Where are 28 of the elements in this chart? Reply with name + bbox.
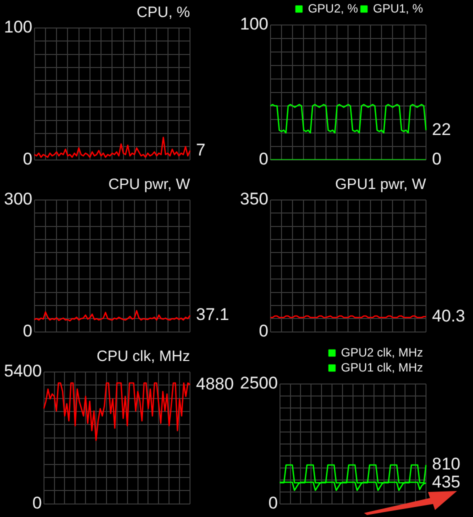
y-tick-label: 0 [32, 493, 42, 512]
data-label: 22 [432, 120, 451, 139]
y-tick-label: 350 [240, 190, 268, 209]
data-label: 7 [196, 140, 206, 160]
legend-label: GPU2, % [308, 1, 358, 16]
y-tick-label: 0 [22, 321, 32, 340]
data-label: 40.3 [432, 306, 466, 326]
y-tick-label: 0 [258, 321, 268, 340]
data-label: 810 [432, 454, 460, 474]
y-tick-label: 2500 [240, 374, 278, 393]
chart-title: CPU, % [136, 4, 190, 22]
legend-label: GPU1 clk, MHz [340, 360, 424, 374]
legend-label: GPU2 clk, MHz [340, 345, 424, 360]
legend-label: GPU1, % [372, 1, 424, 16]
y-tick-label: 0 [268, 493, 278, 512]
y-tick-label: 0 [22, 149, 32, 168]
chart-title: CPU pwr, W [108, 176, 191, 194]
y-tick-label: 100 [4, 18, 32, 37]
data-label: 4880 [196, 374, 234, 394]
y-tick-label: 300 [4, 190, 32, 209]
data-label: 0 [432, 149, 442, 168]
y-tick-label: 0 [258, 149, 268, 168]
data-label: 435 [432, 472, 460, 492]
y-tick-label: 5400 [4, 362, 42, 381]
chart-title: GPU1 pwr, W [335, 176, 427, 194]
chart-title: CPU clk, MHz [96, 348, 190, 366]
data-label: 37.1 [196, 305, 230, 324]
y-tick-label: 100 [240, 14, 268, 34]
